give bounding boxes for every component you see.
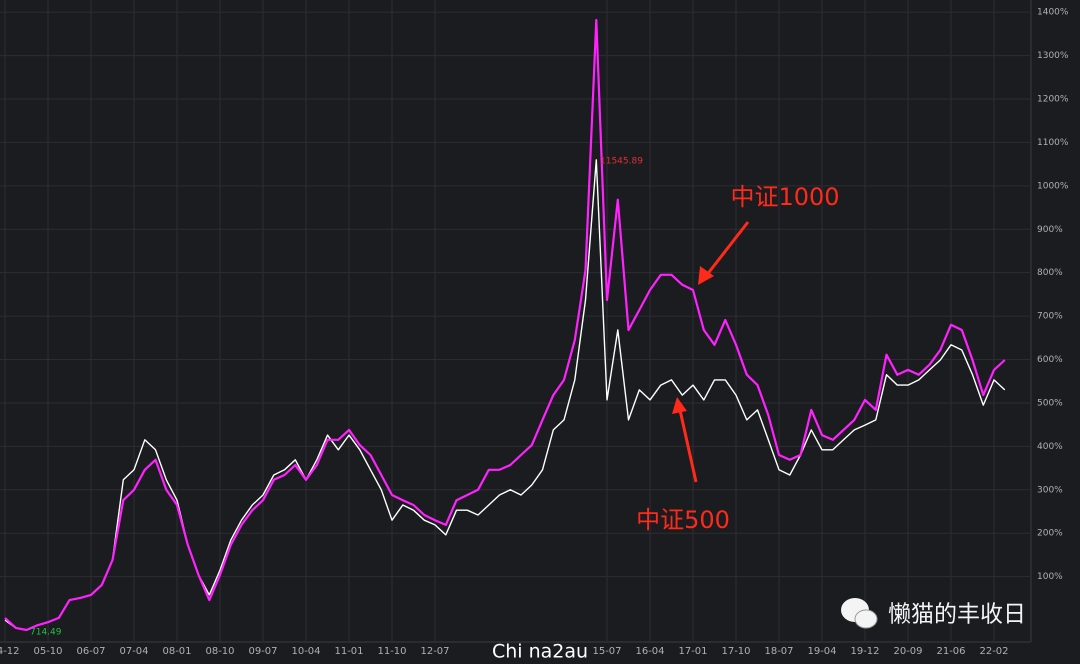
x-tick-label: 06-07 [76,646,105,657]
y-tick-label: 400% [1037,442,1063,452]
annotation: 714.49 [30,628,62,638]
x-tick-label: 21-06 [936,646,965,657]
series-label: 中证1000 [730,183,839,211]
x-tick-label: 22-02 [979,646,1008,657]
x-tick-label: 19-12 [850,646,879,657]
series-line [4,159,1006,631]
y-tick-label: 800% [1037,268,1063,278]
x-tick-label: 09-07 [248,646,277,657]
arrow-head [672,397,687,414]
x-tick-label: 16-04 [635,646,664,657]
x-tick-label: 05-10 [33,646,62,657]
x-tick-label: 11-10 [377,646,406,657]
arrow-head [698,266,714,285]
x-tick-label: 08-10 [205,646,234,657]
x-tick-label: 12-07 [420,646,449,657]
y-tick-label: 600% [1037,355,1063,365]
annotation: 11545.89 [600,157,643,167]
series-label: 中证500 [636,506,730,534]
y-tick-label: 1000% [1037,181,1069,191]
arrow [704,221,750,277]
x-tick-label: 07-04 [119,646,148,657]
y-tick-label: 1300% [1037,51,1069,61]
source-mark: Chi na2au [492,641,588,663]
x-tick-label: 11-01 [334,646,363,657]
x-tick-label: 17-10 [721,646,750,657]
y-tick-label: 700% [1037,312,1063,322]
x-tick-label: 04-12 [0,646,20,657]
y-tick-label: 300% [1037,485,1063,495]
x-tick-label: 19-04 [807,646,836,657]
x-tick-label: 15-07 [592,646,621,657]
y-tick-label: 500% [1037,398,1063,408]
y-tick-label: 1200% [1037,94,1069,104]
x-tick-label: 18-07 [764,646,793,657]
x-tick-label: 08-01 [162,646,191,657]
arrow [678,409,698,483]
grid [0,0,1031,642]
lines [4,18,1006,632]
watermark: 懒猫的丰收日 [888,602,1026,628]
y-tick-label: 1400% [1037,8,1069,18]
y-tick-label: 100% [1037,572,1063,582]
y-tick-label: 900% [1037,225,1063,235]
x-tick-label: 17-01 [678,646,707,657]
arrows [672,221,750,483]
y-tick-label: 1100% [1037,138,1069,148]
x-tick-label: 20-09 [893,646,922,657]
y-tick-label: 200% [1037,529,1063,539]
watermark-icon [841,598,878,629]
labels: 100% 200% 300% 400% 500% 600% 700% 800% 900% 1000… [0,8,1069,657]
series-line [4,18,1006,632]
x-tick-label: 10-04 [291,646,320,657]
